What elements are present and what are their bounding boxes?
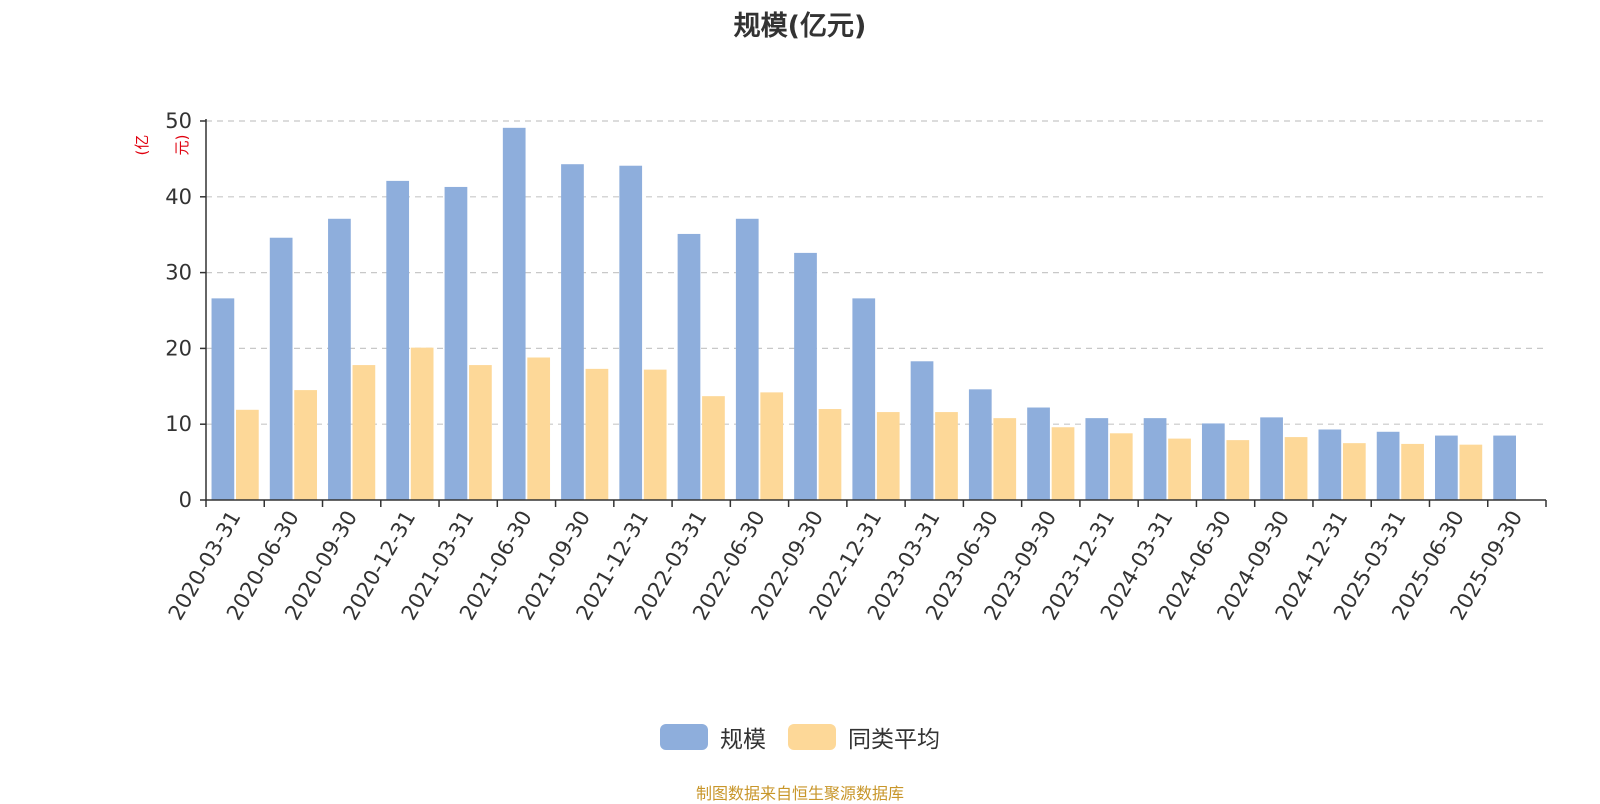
y-tick-label: 10 — [165, 412, 192, 436]
bar-scale — [502, 127, 526, 501]
bar-scale — [1493, 435, 1516, 500]
bar-peer-average — [585, 368, 609, 500]
legend-swatch-scale — [660, 724, 708, 750]
bar-scale — [1201, 423, 1225, 500]
bar-scale — [269, 237, 293, 500]
bar-peer-average — [1168, 438, 1191, 500]
source-note: 制图数据来自恒生聚源数据库 — [695, 784, 904, 803]
bar-scale — [328, 218, 351, 501]
bar-scale — [910, 361, 934, 500]
bar-scale — [1435, 435, 1458, 500]
bar-scale — [444, 186, 468, 501]
y-tick-label: 40 — [165, 185, 192, 209]
bar-scale — [1260, 417, 1283, 500]
bar-scale — [619, 165, 643, 501]
bar-peer-average — [527, 357, 551, 500]
legend-swatch-peer-average — [788, 724, 836, 750]
bar-peer-average — [294, 390, 317, 500]
bar-peer-average — [993, 418, 1017, 500]
bar-peer-average — [935, 412, 958, 500]
legend-item-peer-average[interactable]: 同类平均 — [788, 720, 940, 754]
legend: 规模 同类平均 — [0, 720, 1600, 754]
bar-scale — [677, 233, 701, 500]
bar-scale — [561, 164, 584, 500]
bar-scale — [852, 298, 876, 500]
bar-peer-average — [760, 392, 784, 500]
bar-peer-average — [1401, 443, 1424, 500]
y-tick-label: 20 — [165, 336, 192, 360]
bar-peer-average — [702, 396, 725, 500]
bar-peer-average — [469, 365, 492, 500]
bar-peer-average — [1284, 437, 1308, 500]
bar-scale — [1085, 418, 1109, 500]
legend-label-peer-average: 同类平均 — [848, 727, 940, 753]
bar-peer-average — [1226, 440, 1250, 500]
bar-peer-average — [643, 369, 667, 500]
bar-scale — [735, 218, 759, 501]
bar-peer-average — [352, 365, 376, 500]
bar-scale — [968, 389, 992, 500]
y-tick-label: 0 — [179, 488, 192, 512]
bar-peer-average — [236, 409, 259, 500]
bar-peer-average — [410, 347, 434, 500]
bar-scale — [211, 298, 235, 500]
bar-peer-average — [1459, 444, 1483, 500]
bar-scale — [386, 180, 410, 500]
bar-scale — [1318, 429, 1342, 500]
bar-peer-average — [1109, 433, 1133, 500]
bar-scale — [794, 252, 817, 500]
bar-peer-average — [1051, 427, 1075, 500]
bar-scale — [1143, 418, 1167, 500]
chart-title: 规模(亿元) — [733, 11, 867, 42]
y-tick-label: 50 — [165, 109, 192, 133]
bar-scale — [1376, 431, 1400, 500]
legend-item-scale[interactable]: 规模 — [660, 720, 766, 754]
legend-label-scale: 规模 — [720, 727, 766, 753]
y-tick-label: 30 — [165, 261, 192, 285]
bar-peer-average — [1342, 443, 1366, 500]
bar-peer-average — [876, 412, 900, 500]
bar-scale — [1027, 407, 1050, 500]
bar-peer-average — [818, 409, 842, 500]
